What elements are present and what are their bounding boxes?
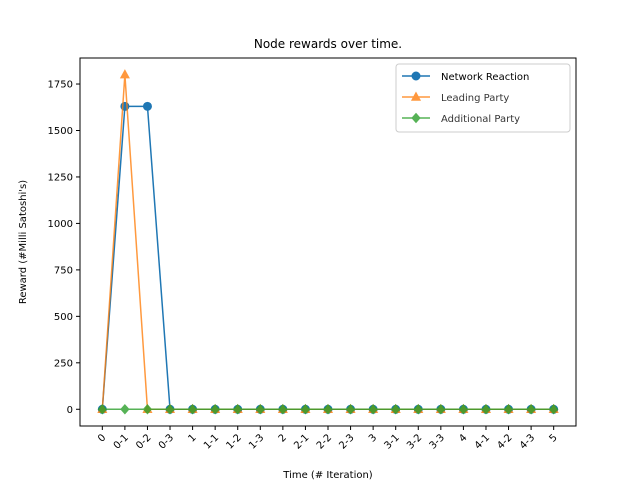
data-point [503,404,514,415]
y-tick-label: 1500 [48,126,73,137]
legend-label: Additional Party [441,114,520,125]
legend-item: Leading Party [402,91,509,104]
x-axis-title: Time (# Iteration) [282,470,373,480]
data-point [210,404,220,415]
data-point [165,404,175,415]
legend-box [395,63,571,133]
data-point [436,404,446,415]
data-point [323,404,333,415]
data-point [187,404,198,415]
legend-marker [411,71,421,81]
y-tick-label: 250 [54,358,73,369]
y-tick-label: 1750 [48,80,73,91]
data-point [368,404,378,415]
data-point [413,404,423,415]
y-axis: 0 250 500 750 1000 1250 1500 1750 [48,80,80,416]
y-axis-title: Reward (#Milli Satoshi's) [18,180,29,304]
data-point [233,404,243,415]
data-point [481,404,491,415]
y-tick-label: 750 [54,265,73,276]
legend-item: Network Reaction [402,71,529,83]
plot-area [97,69,559,415]
data-point [391,404,401,415]
series-additional-party [97,404,559,415]
data-point [142,404,153,415]
y-tick-label: 1250 [48,172,73,183]
legend-item: Additional Party [402,112,520,125]
legend-marker [410,91,422,101]
legend-marker [411,112,421,124]
chart-title: Node rewards over time. [254,37,402,51]
y-tick-label: 0 [67,405,73,416]
data-point [278,404,288,415]
legend: Network Reaction Leading Party Additional … [395,63,571,133]
data-point [119,69,130,79]
data-point [255,404,265,415]
data-point [549,404,559,415]
y-tick-label: 500 [54,312,73,323]
data-point [142,101,152,111]
data-point [97,404,107,415]
data-point [120,404,130,415]
data-point [300,404,311,415]
legend-label: Leading Party [441,93,509,104]
data-point [345,404,356,415]
y-tick-label: 1000 [48,219,73,230]
legend-label: Network Reaction [441,72,529,83]
data-point [526,404,536,415]
data-point [458,404,469,415]
